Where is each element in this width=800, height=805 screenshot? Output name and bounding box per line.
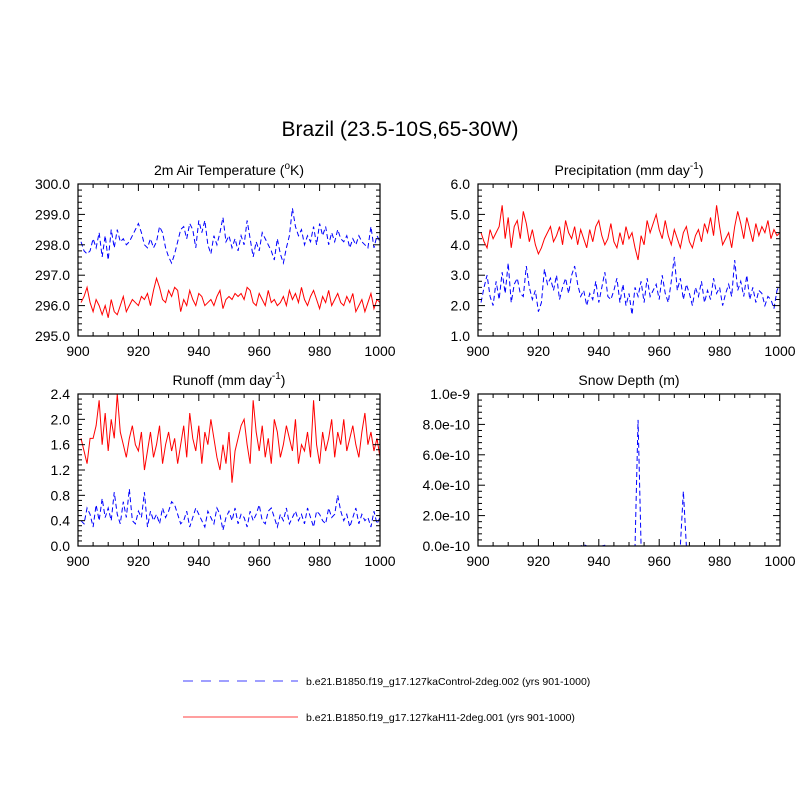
y-tick-label: 1.0e-9	[430, 386, 470, 402]
y-tick-label: 2.0	[51, 411, 71, 427]
series-line-1	[80, 208, 381, 265]
y-tick-label: 297.0	[35, 267, 70, 283]
x-tick-label: 1000	[764, 343, 795, 359]
x-tick-label: 940	[587, 553, 611, 569]
y-tick-label: 1.2	[51, 462, 71, 478]
panel-title-main: 2m Air Temperature (	[154, 162, 285, 178]
y-tick-label: 4.0e-10	[423, 477, 471, 493]
legend: b.e21.B1850.f19_g17.127kaControl-2deg.00…	[183, 676, 590, 724]
y-tick-label: 299.0	[35, 206, 70, 222]
series-line-1	[480, 256, 781, 315]
y-tick-label: 0.0	[51, 538, 71, 554]
chart-panel-1: 900 920 940 960 980 1000 295.0 296.0 297.0 298.0 2…	[35, 161, 396, 359]
legend-label-1: b.e21.B1850.f19_g17.127kaControl-2deg.00…	[306, 676, 590, 688]
x-tick-label: 960	[248, 343, 272, 359]
chart-panel-2: 900 920 940 960 980 1000 1.0 2.0 3.0 4.0 5.0 6.0 Pre…	[451, 161, 796, 359]
x-tick-label: 900	[466, 343, 490, 359]
y-tick-label: 2.0e-10	[423, 508, 471, 524]
x-tick-label: 900	[466, 553, 490, 569]
series-line-1	[481, 419, 780, 547]
y-tick-label: 4.0	[451, 237, 471, 253]
panel-title: Runoff (mm day-1)	[173, 371, 286, 388]
x-tick-label: 940	[187, 553, 211, 569]
panel-title-main: Runoff (mm day	[173, 372, 272, 388]
plot-frame	[77, 393, 381, 547]
panel-title-superscript: -1	[272, 371, 281, 382]
x-tick-label: 980	[708, 553, 732, 569]
y-tick-label: 295.0	[35, 328, 70, 344]
panel-title: Snow Depth (m)	[578, 372, 679, 388]
chart-panel-4: 900 920 940 960 980 1000 0.0e-10 2.0e-10 4.0e-10…	[423, 372, 796, 569]
x-tick-label: 940	[587, 343, 611, 359]
series-line-2	[80, 393, 381, 483]
y-tick-label: 296.0	[35, 298, 70, 314]
panel-title-main: Snow Depth (m)	[578, 372, 679, 388]
x-tick-label: 960	[248, 553, 272, 569]
x-tick-label: 920	[127, 343, 151, 359]
y-tick-label: 298.0	[35, 237, 70, 253]
panel-title-post: )	[699, 162, 704, 178]
x-tick-label: 960	[648, 343, 672, 359]
y-tick-label: 2.0	[451, 298, 471, 314]
legend-label-2: b.e21.B1850.f19_g17.127kaH11-2deg.001 (y…	[306, 712, 575, 724]
y-tick-label: 3.0	[451, 267, 471, 283]
panel-title: Precipitation (mm day-1)	[555, 161, 704, 178]
y-tick-label: 6.0e-10	[423, 447, 471, 463]
series-line-1	[80, 488, 381, 531]
panel-title: 2m Air Temperature (oK)	[154, 161, 304, 178]
panel-title-post: K)	[290, 162, 304, 178]
y-tick-label: 1.0	[451, 328, 471, 344]
plot-frame	[77, 183, 381, 337]
x-tick-label: 980	[308, 553, 332, 569]
x-tick-label: 940	[187, 343, 211, 359]
x-tick-label: 900	[66, 343, 90, 359]
x-tick-label: 900	[66, 553, 90, 569]
y-tick-label: 0.8	[51, 487, 71, 503]
panel-title-superscript: o	[284, 161, 290, 172]
y-tick-label: 5.0	[451, 206, 471, 222]
y-tick-label: 0.0e-10	[423, 538, 471, 554]
x-tick-label: 1000	[764, 553, 795, 569]
series-line-2	[480, 205, 781, 261]
chart-panel-3: 900 920 940 960 980 1000 0.0 0.4 0.8 1.2 1.6 2.0 2.4…	[51, 371, 396, 569]
panel-title-post: )	[281, 372, 286, 388]
panel-title-superscript: -1	[690, 161, 699, 172]
y-tick-label: 300.0	[35, 176, 70, 192]
x-tick-label: 1000	[364, 553, 395, 569]
y-tick-label: 8.0e-10	[423, 416, 471, 432]
y-tick-label: 6.0	[451, 176, 471, 192]
x-tick-label: 1000	[364, 343, 395, 359]
y-tick-label: 1.6	[51, 437, 71, 453]
series-line-2	[80, 276, 381, 318]
y-tick-label: 2.4	[51, 386, 71, 402]
y-tick-label: 0.4	[51, 513, 71, 529]
x-tick-label: 980	[308, 343, 332, 359]
x-tick-label: 980	[708, 343, 732, 359]
x-tick-label: 920	[527, 343, 551, 359]
x-tick-label: 920	[527, 553, 551, 569]
plot-frame	[477, 393, 781, 547]
x-tick-label: 960	[648, 553, 672, 569]
figure-title: Brazil (23.5-10S,65-30W)	[281, 118, 519, 141]
panel-title-main: Precipitation (mm day	[555, 162, 690, 178]
x-tick-label: 920	[127, 553, 151, 569]
